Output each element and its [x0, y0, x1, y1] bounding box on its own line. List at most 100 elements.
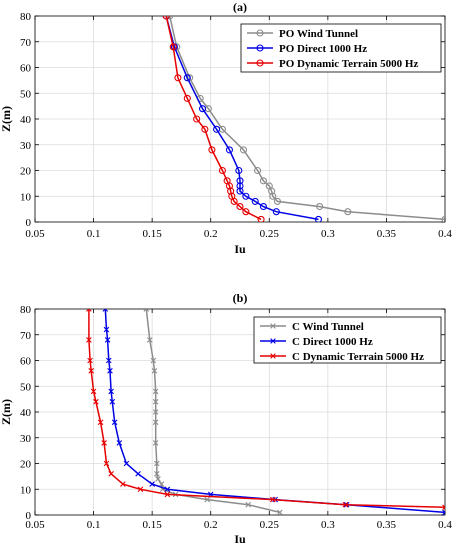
data-point-stroke: [158, 481, 165, 487]
data-point: [158, 481, 165, 487]
data-point-stroke: [152, 440, 159, 446]
legend: C Wind Tunnel C Direct 1000 Hz C Dynamic T…: [253, 316, 442, 364]
data-point: [316, 203, 324, 211]
data-point: [154, 460, 160, 467]
data-point: [97, 419, 104, 426]
series-layer: [86, 309, 445, 515]
data-point-stroke: [86, 309, 90, 312]
data-point: [164, 491, 171, 498]
data-point-stroke: [152, 419, 159, 426]
data-point: [242, 192, 250, 200]
legend-marker-stroke: [270, 323, 276, 329]
x-tick-label: 0.2: [204, 228, 218, 240]
data-point: [101, 440, 107, 446]
data-point-stroke: [164, 491, 171, 498]
data-point: [109, 398, 116, 405]
data-point: [239, 146, 248, 154]
data-point-stroke: [93, 398, 99, 405]
data-point: [107, 368, 113, 374]
data-point: [183, 74, 191, 82]
legend-marker: [270, 338, 276, 344]
data-point: [213, 125, 221, 133]
x-tick-label: 0.4: [438, 519, 452, 531]
x-tick-label: 0.1: [87, 519, 101, 531]
data-point: [137, 486, 144, 493]
y-tick-label: 70: [20, 37, 32, 49]
data-point: [88, 368, 95, 374]
y-tick-label: 20: [20, 459, 32, 471]
data-point-stroke: [152, 398, 159, 405]
data-point: [120, 481, 126, 487]
data-point: [108, 388, 114, 395]
data-point-stroke: [135, 471, 141, 477]
x-tick-label: 0.4: [438, 228, 452, 240]
x-tick-label: 0.2: [204, 519, 218, 531]
y-tick-label: 10: [20, 191, 32, 203]
data-point: [93, 398, 99, 405]
data-point: [225, 146, 234, 154]
x-tick-label: 0.25: [260, 228, 280, 240]
y-tick-label: 30: [20, 140, 32, 152]
legend-marker: [256, 44, 264, 52]
data-point-stroke: [145, 309, 150, 312]
y-tick-label: 10: [20, 484, 32, 496]
data-point-stroke: [245, 501, 251, 508]
data-point: [441, 215, 445, 222]
x-tick-label: 0.05: [25, 519, 45, 531]
data-point: [111, 419, 118, 426]
data-point: [254, 166, 262, 175]
y-axis-label: Z(m): [0, 106, 13, 132]
data-point: [147, 337, 153, 343]
data-point: [236, 177, 244, 185]
legend-entry: C Dynamic Terrain 5000 Hz: [292, 351, 424, 363]
data-point-stroke: [154, 460, 160, 467]
y-axis-label: Z(m): [0, 399, 13, 425]
legend-marker: [256, 29, 264, 37]
data-point-stroke: [109, 398, 116, 405]
data-point: [235, 166, 243, 175]
data-point: [236, 182, 244, 190]
data-point-stroke: [151, 368, 158, 374]
y-tick-label: 0: [26, 510, 32, 522]
data-point: [149, 481, 155, 487]
data-point: [87, 357, 93, 364]
x-tick-label: 0.15: [143, 228, 163, 240]
data-point: [152, 440, 159, 446]
x-tick-label: 0.3: [321, 228, 335, 240]
data-point: [236, 187, 244, 195]
data-point: [152, 409, 159, 415]
legend-box: [240, 23, 442, 73]
data-point: [155, 476, 161, 482]
data-point: [116, 440, 123, 446]
data-point-stroke: [147, 337, 153, 343]
data-point-stroke: [86, 337, 92, 343]
data-point-stroke: [442, 509, 445, 514]
data-point-stroke: [164, 486, 171, 493]
data-point: [104, 337, 111, 343]
data-point-stroke: [106, 357, 112, 364]
data-point: [227, 187, 235, 195]
legend-marker-stroke: [270, 353, 276, 359]
data-point-stroke: [342, 501, 349, 508]
data-point: [152, 419, 159, 426]
data-point-stroke: [442, 511, 445, 515]
y-tick-label: 20: [20, 166, 32, 178]
data-point-stroke: [442, 506, 445, 511]
data-point: [218, 166, 226, 175]
data-point-stroke: [277, 509, 283, 515]
y-tick-label: 50: [20, 381, 32, 393]
data-point-stroke: [97, 419, 104, 426]
data-point-stroke: [116, 440, 123, 446]
y-tick-label: 70: [20, 330, 32, 342]
legend: PO Wind Tunnel PO Direct 1000 Hz PO Dynami…: [240, 23, 442, 73]
data-point: [259, 203, 267, 211]
data-point: [151, 368, 158, 374]
data-point: [251, 197, 259, 205]
data-point: [90, 388, 97, 395]
data-point: [86, 337, 92, 343]
chart-title: (a): [233, 0, 247, 14]
data-point: [143, 309, 150, 312]
y-tick-label: 30: [20, 433, 32, 445]
y-tick-label: 80: [20, 304, 32, 316]
